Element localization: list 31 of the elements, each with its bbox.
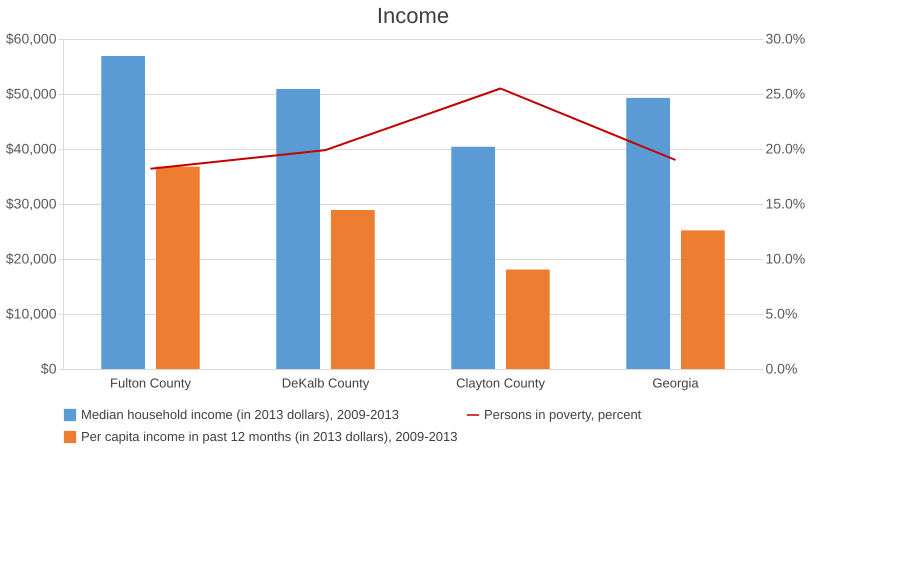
y-tick-label: $0 <box>40 360 57 376</box>
x-tick-label: Fulton County <box>110 376 192 390</box>
x-tick-label: DeKalb County <box>282 376 370 390</box>
bar <box>276 89 320 369</box>
legend-label: Per capita income in past 12 months (in 2013 dollars), 2009-2013 <box>81 429 458 444</box>
bar <box>156 166 200 369</box>
bar <box>626 98 670 369</box>
y-tick-label: $40,000 <box>6 140 57 156</box>
chart-title: Income <box>376 3 450 28</box>
y2-tick-label: 10.0% <box>766 250 806 266</box>
bar <box>506 269 550 369</box>
bar <box>101 56 146 369</box>
legend-label: Persons in poverty, percent <box>484 407 642 422</box>
y-tick-label: $60,000 <box>6 30 57 46</box>
bar <box>451 146 496 369</box>
bar <box>680 230 725 369</box>
y-tick-label: $10,000 <box>6 306 57 322</box>
y2-tick-label: 15.0% <box>766 196 806 212</box>
y2-tick-label: 5.0% <box>766 306 798 322</box>
y-tick-label: $30,000 <box>6 196 57 212</box>
y2-tick-label: 0.0% <box>766 360 798 376</box>
y-tick-label: $20,000 <box>6 250 57 266</box>
y-tick-label: $50,000 <box>6 86 57 102</box>
x-tick-label: Georgia <box>652 376 700 390</box>
y2-tick-label: 20.0% <box>766 140 806 156</box>
legend-label: Median household income (in 2013 dollars), 2009-2013 <box>81 407 399 422</box>
y2-tick-label: 30.0% <box>766 30 806 46</box>
bar <box>330 210 375 369</box>
x-tick-label: Clayton County <box>456 376 546 390</box>
y2-tick-label: 25.0% <box>766 86 806 102</box>
line-series <box>150 88 676 170</box>
